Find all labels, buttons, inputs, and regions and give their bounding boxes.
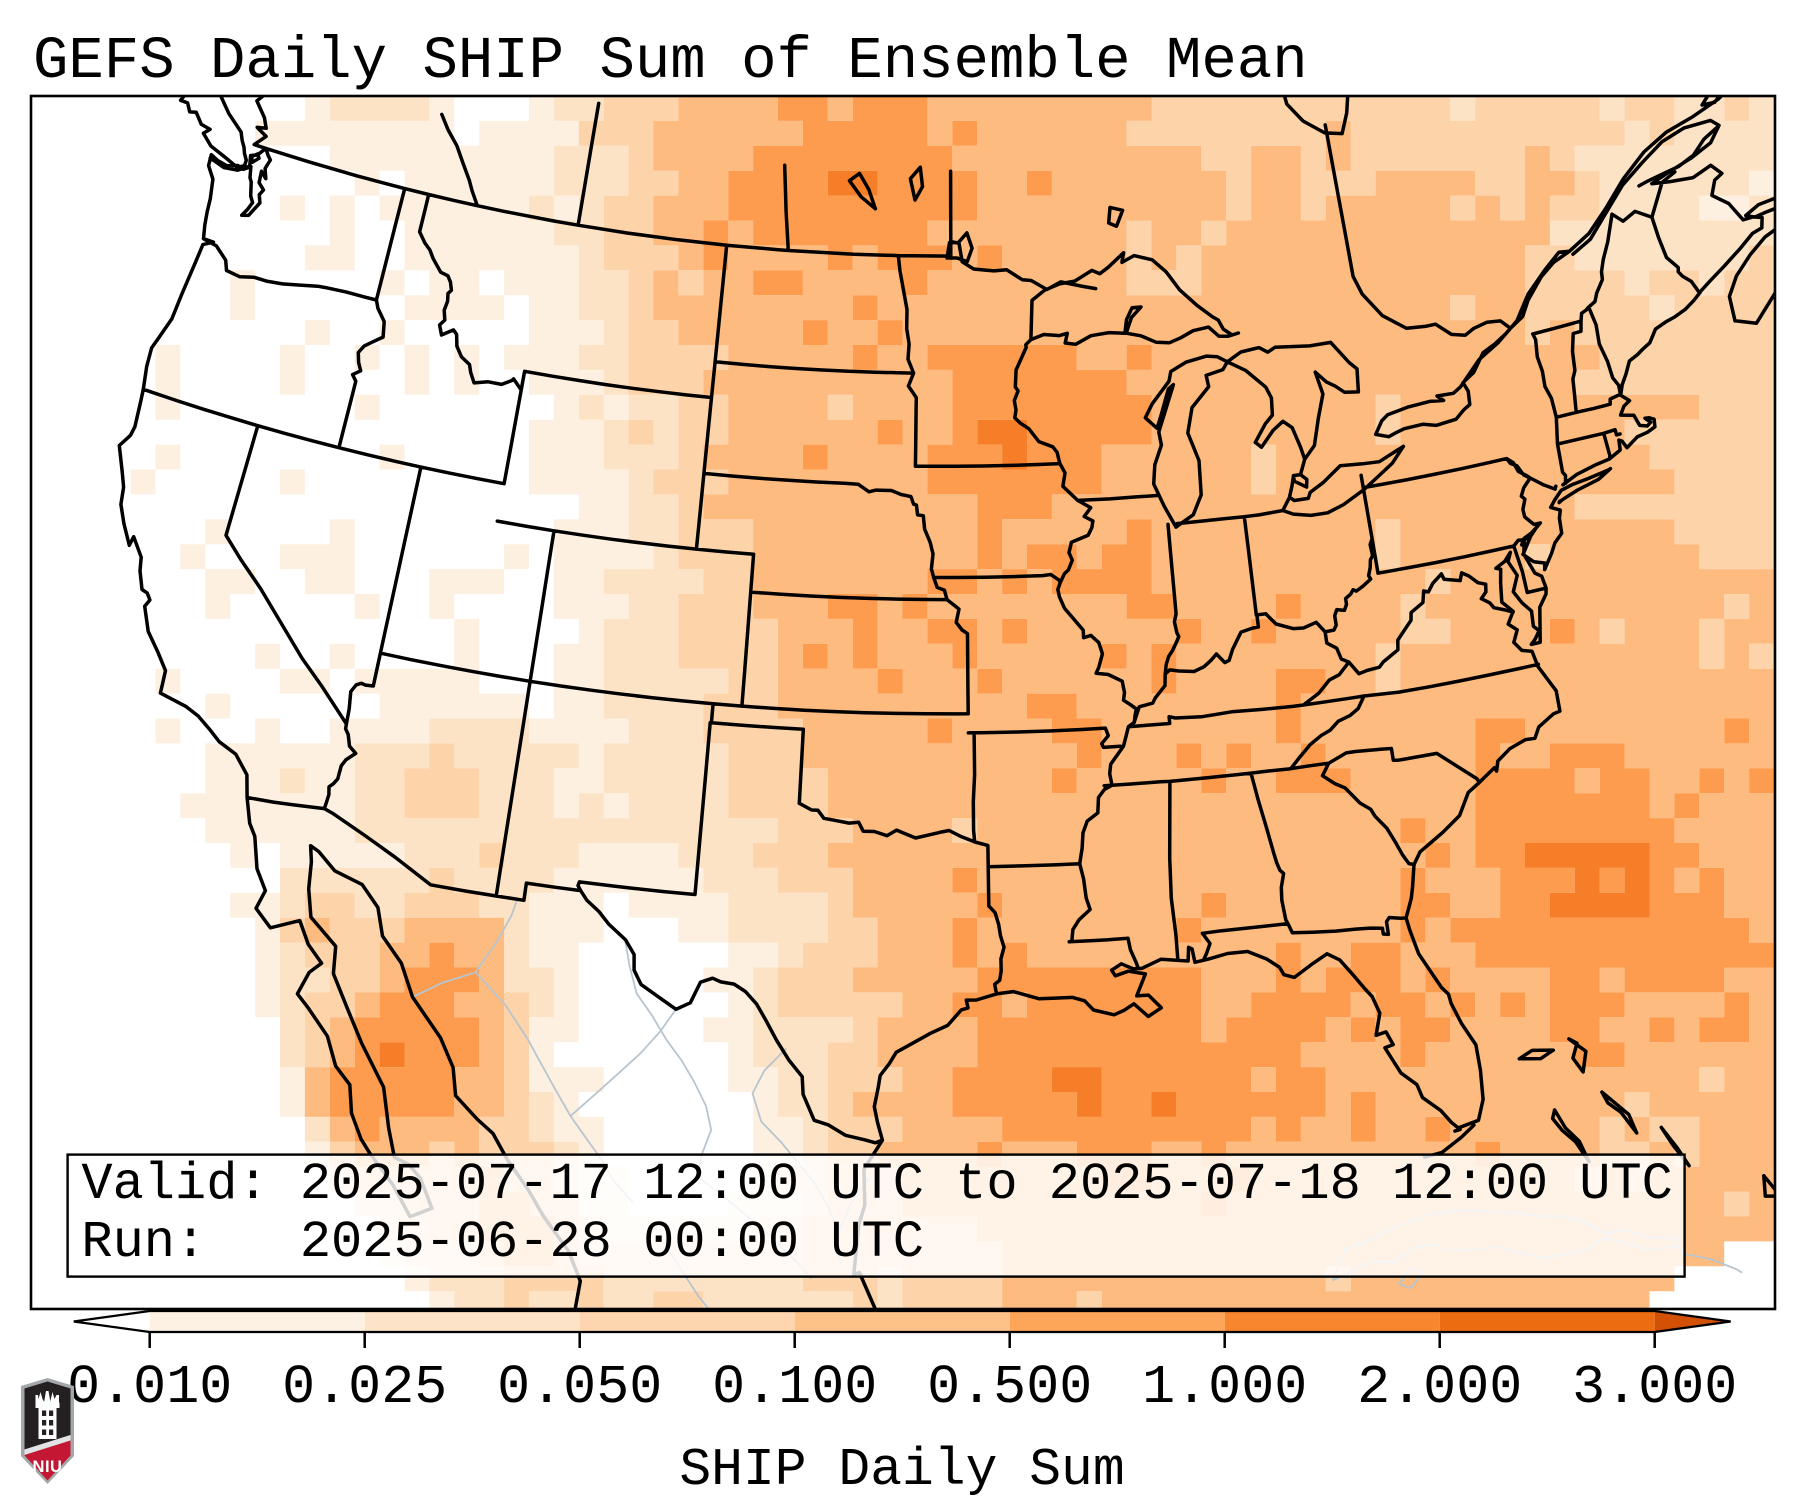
svg-text:0.050: 0.050 [497,1356,662,1419]
svg-text:3.000: 3.000 [1572,1356,1737,1419]
svg-text:0.025: 0.025 [282,1356,447,1419]
svg-text:0.500: 0.500 [927,1356,1092,1419]
svg-text:2.000: 2.000 [1357,1356,1522,1419]
svg-text:1.000: 1.000 [1142,1356,1307,1419]
svg-text:NIU: NIU [33,1458,63,1476]
svg-text:Valid: 2025-07-17 12:00 UTC to: Valid: 2025-07-17 12:00 UTC to 2025-07-1… [81,1155,1672,1214]
svg-text:Run: 2025-06-28 00:00 UTC: Run: 2025-06-28 00:00 UTC [81,1213,924,1272]
svg-text:GEFS Daily SHIP Sum of Ensembl: GEFS Daily SHIP Sum of Ensemble Mean [33,28,1308,95]
svg-text:SHIP Daily Sum: SHIP Daily Sum [679,1440,1124,1500]
svg-text:0.010: 0.010 [67,1356,232,1419]
svg-text:0.100: 0.100 [712,1356,877,1419]
